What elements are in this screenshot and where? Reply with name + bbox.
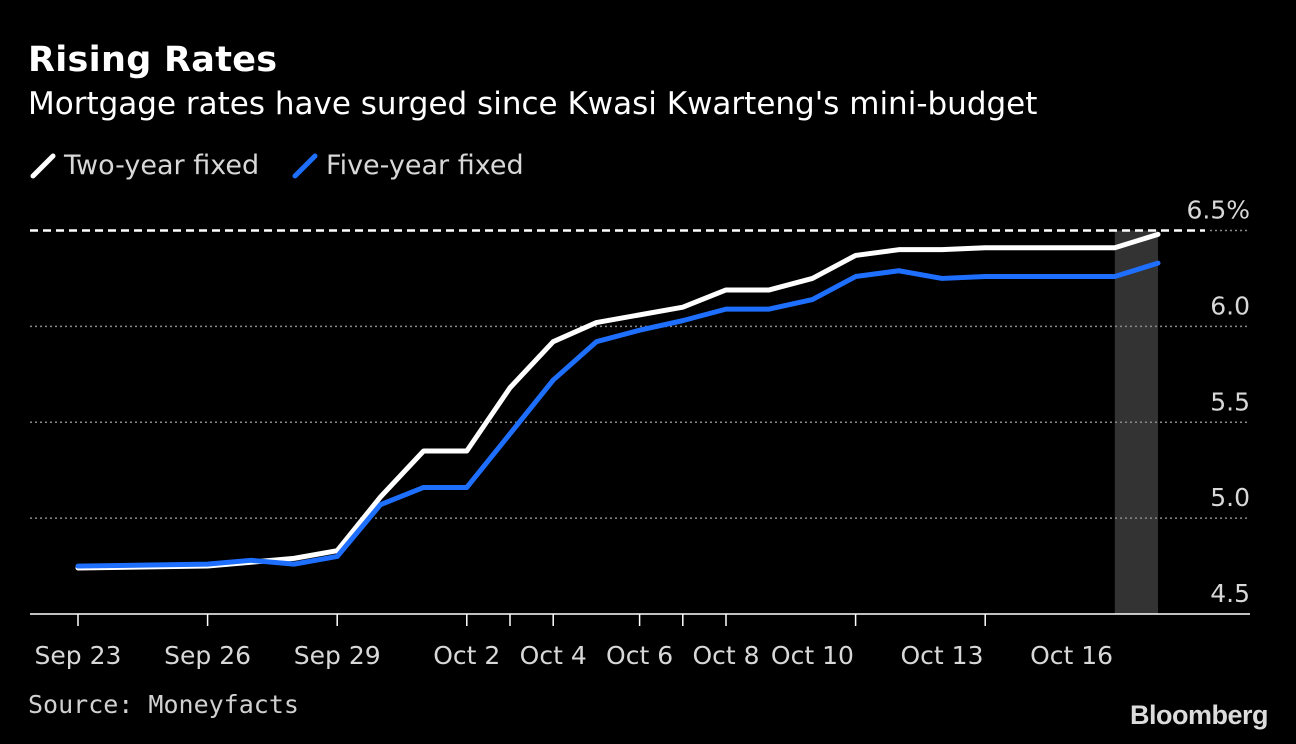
source-note: Source: Moneyfacts [28, 690, 299, 719]
legend-label-two-year: Two-year fixed [64, 150, 260, 181]
series-line-five-year [75, 260, 1161, 569]
legend-item-two-year: Two-year fixed [30, 150, 259, 181]
x-tick-label: Oct 10 [771, 641, 854, 670]
x-tick-label: Oct 13 [901, 641, 984, 670]
legend-item-five-year: Five-year fixed [292, 150, 524, 181]
x-tick-label: Oct 2 [433, 641, 500, 670]
legend-label-five-year: Five-year fixed [326, 150, 524, 181]
y-tick-label: 6.5% [1186, 196, 1250, 225]
bloomberg-logo: Bloomberg [1129, 700, 1269, 730]
x-tick-label: Oct 6 [606, 641, 673, 670]
legend-swatch-five-year [292, 153, 318, 178]
x-tick-label: Sep 26 [164, 641, 251, 670]
x-tick-label: Oct 16 [1030, 641, 1113, 670]
y-tick-label: 4.5 [1210, 579, 1250, 608]
x-tick-label: Sep 23 [35, 641, 122, 670]
chart-subtitle: Mortgage rates have surged since Kwasi K… [28, 86, 1038, 122]
legend-swatch-two-year [30, 153, 56, 178]
x-tick-label: Oct 4 [520, 641, 587, 670]
y-tick-label: 5.5 [1210, 387, 1250, 416]
x-tick-label: Sep 29 [294, 641, 381, 670]
y-tick-label: 6.0 [1210, 291, 1250, 320]
chart-title: Rising Rates [28, 40, 278, 80]
y-tick-label: 5.0 [1210, 483, 1250, 512]
x-tick-label: Oct 8 [692, 641, 759, 670]
series-line-two-year [75, 231, 1161, 571]
